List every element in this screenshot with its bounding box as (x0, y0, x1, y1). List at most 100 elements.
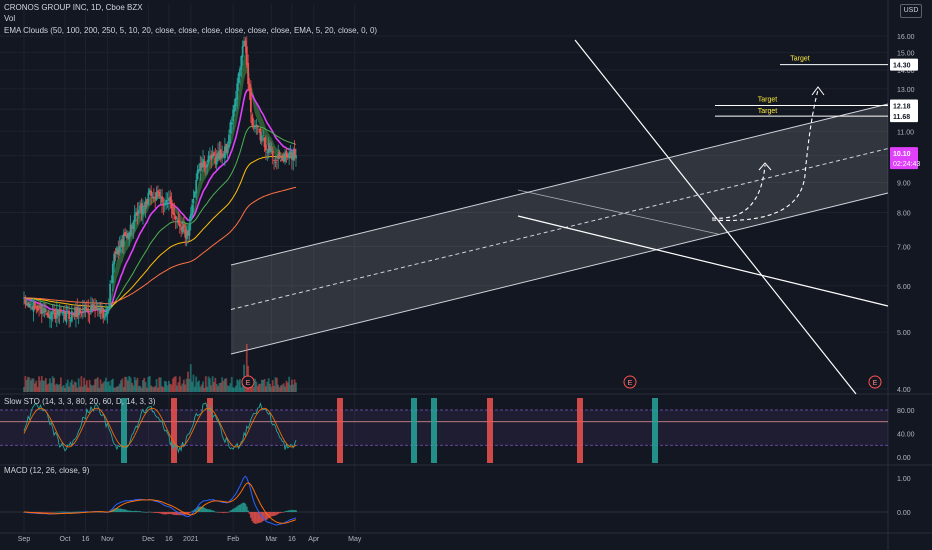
macd-histogram-bar (203, 507, 206, 512)
ema-clouds-legend[interactable]: EMA Clouds (50, 100, 200, 250, 5, 10, 20… (4, 26, 378, 35)
time-tick-label: 16 (82, 536, 90, 543)
macd-histogram-bar (58, 511, 61, 513)
volume-bar (36, 386, 39, 392)
volume-bar (195, 376, 198, 392)
macd-histogram-bar (249, 512, 252, 518)
volume-bar (214, 377, 217, 392)
macd-histogram-bar (290, 510, 293, 512)
candle-body (50, 312, 53, 320)
macd-histogram-bar (177, 512, 180, 516)
volume-bar (293, 379, 296, 392)
volume-bar (101, 383, 103, 392)
volume-bar (167, 380, 170, 392)
volume-bar (228, 386, 230, 392)
earnings-marker-label: E (873, 380, 878, 387)
candle-body (116, 247, 118, 254)
macd-histogram-bar (270, 512, 273, 517)
macd-histogram-bar (265, 512, 267, 521)
candle-body (258, 128, 260, 130)
candle-body (35, 307, 38, 309)
candle-body (161, 196, 163, 203)
slow-sto-legend[interactable]: Slow STO (14, 3, 3, 80, 20, 60, D, 14, 3… (4, 397, 156, 406)
macd-legend[interactable]: MACD (12, 26, close, 9) (4, 466, 90, 475)
candle-body (64, 311, 66, 320)
price-tick-label: 11.00 (897, 129, 914, 136)
currency-badge[interactable]: USD (900, 4, 922, 18)
candle-body (262, 135, 265, 137)
macd-histogram-bar (263, 512, 266, 521)
volume-bar (280, 385, 282, 392)
time-tick-label: Feb (227, 536, 239, 543)
projection-arrowhead (811, 86, 825, 96)
candle-body (159, 197, 162, 199)
macd-histogram-bar (116, 508, 118, 512)
candle-body (65, 313, 68, 323)
candle-body (154, 196, 157, 198)
volume-bar (47, 383, 50, 392)
macd-histogram-bar (188, 512, 191, 514)
volume-bar (285, 380, 288, 392)
candle-body (237, 73, 240, 83)
macd-histogram-bar (243, 502, 245, 512)
candle-body (70, 310, 73, 322)
macd-histogram-bar (42, 512, 45, 513)
volume-bar (270, 386, 273, 392)
volume-bar (24, 376, 27, 392)
volume-bar (51, 376, 54, 392)
macd-histogram-bar (226, 512, 229, 513)
price-label: 12.18 (893, 103, 911, 110)
candle-body (207, 155, 210, 163)
candle-body (183, 224, 185, 229)
macd-histogram-bar (267, 512, 270, 519)
macd-histogram-bar (139, 511, 142, 512)
macd-histogram-bar (262, 512, 265, 521)
price-label-box (890, 110, 918, 123)
candle-body (80, 311, 83, 313)
volume-bar (118, 383, 121, 392)
candle-body (199, 162, 202, 171)
macd-histogram-bar (172, 512, 174, 515)
volume-bar (80, 376, 83, 392)
sto-tick-label: 80.00 (897, 408, 915, 415)
candle-body (265, 144, 267, 151)
candle-body (213, 152, 215, 157)
macd-histogram-bar (169, 512, 172, 514)
candle-body (189, 213, 192, 222)
macd-histogram-bar (280, 512, 282, 513)
candle-body (271, 150, 274, 158)
volume-legend[interactable]: Vol (4, 14, 16, 23)
volume-bar (27, 376, 30, 392)
macd-histogram-bar (125, 509, 128, 512)
time-tick-label: Dec (142, 536, 155, 543)
volume-bar (151, 386, 154, 392)
macd-histogram-bar (208, 509, 211, 512)
candle-body (187, 230, 189, 236)
candle-body (185, 231, 188, 239)
candle-body (54, 312, 57, 319)
volume-bar (202, 381, 204, 392)
candle-body (23, 297, 25, 299)
candle-body (226, 145, 229, 154)
candle-body (191, 204, 194, 216)
macd-histogram-bar (295, 510, 297, 512)
volume-bar (81, 386, 84, 392)
macd-histogram-bar (274, 512, 277, 516)
candle-body (61, 312, 64, 313)
macd-histogram-bar (146, 512, 148, 513)
macd-histogram-bar (154, 512, 157, 513)
candle-body (76, 307, 79, 317)
candle-body (87, 308, 90, 314)
price-tick-label: 6.00 (897, 284, 911, 291)
macd-histogram-bar (121, 509, 124, 512)
volume-bar (222, 380, 225, 392)
candle-body (177, 219, 180, 224)
symbol-title[interactable]: CRONOS GROUP INC, 1D, Cboe BZX (4, 3, 143, 12)
candle-body (121, 239, 124, 248)
candle-body (92, 304, 95, 310)
macd-histogram-bar (101, 511, 103, 513)
earnings-marker-circle (868, 375, 882, 389)
candle-body (251, 114, 254, 126)
volume-bar (258, 383, 260, 392)
volume-bar (95, 378, 98, 392)
